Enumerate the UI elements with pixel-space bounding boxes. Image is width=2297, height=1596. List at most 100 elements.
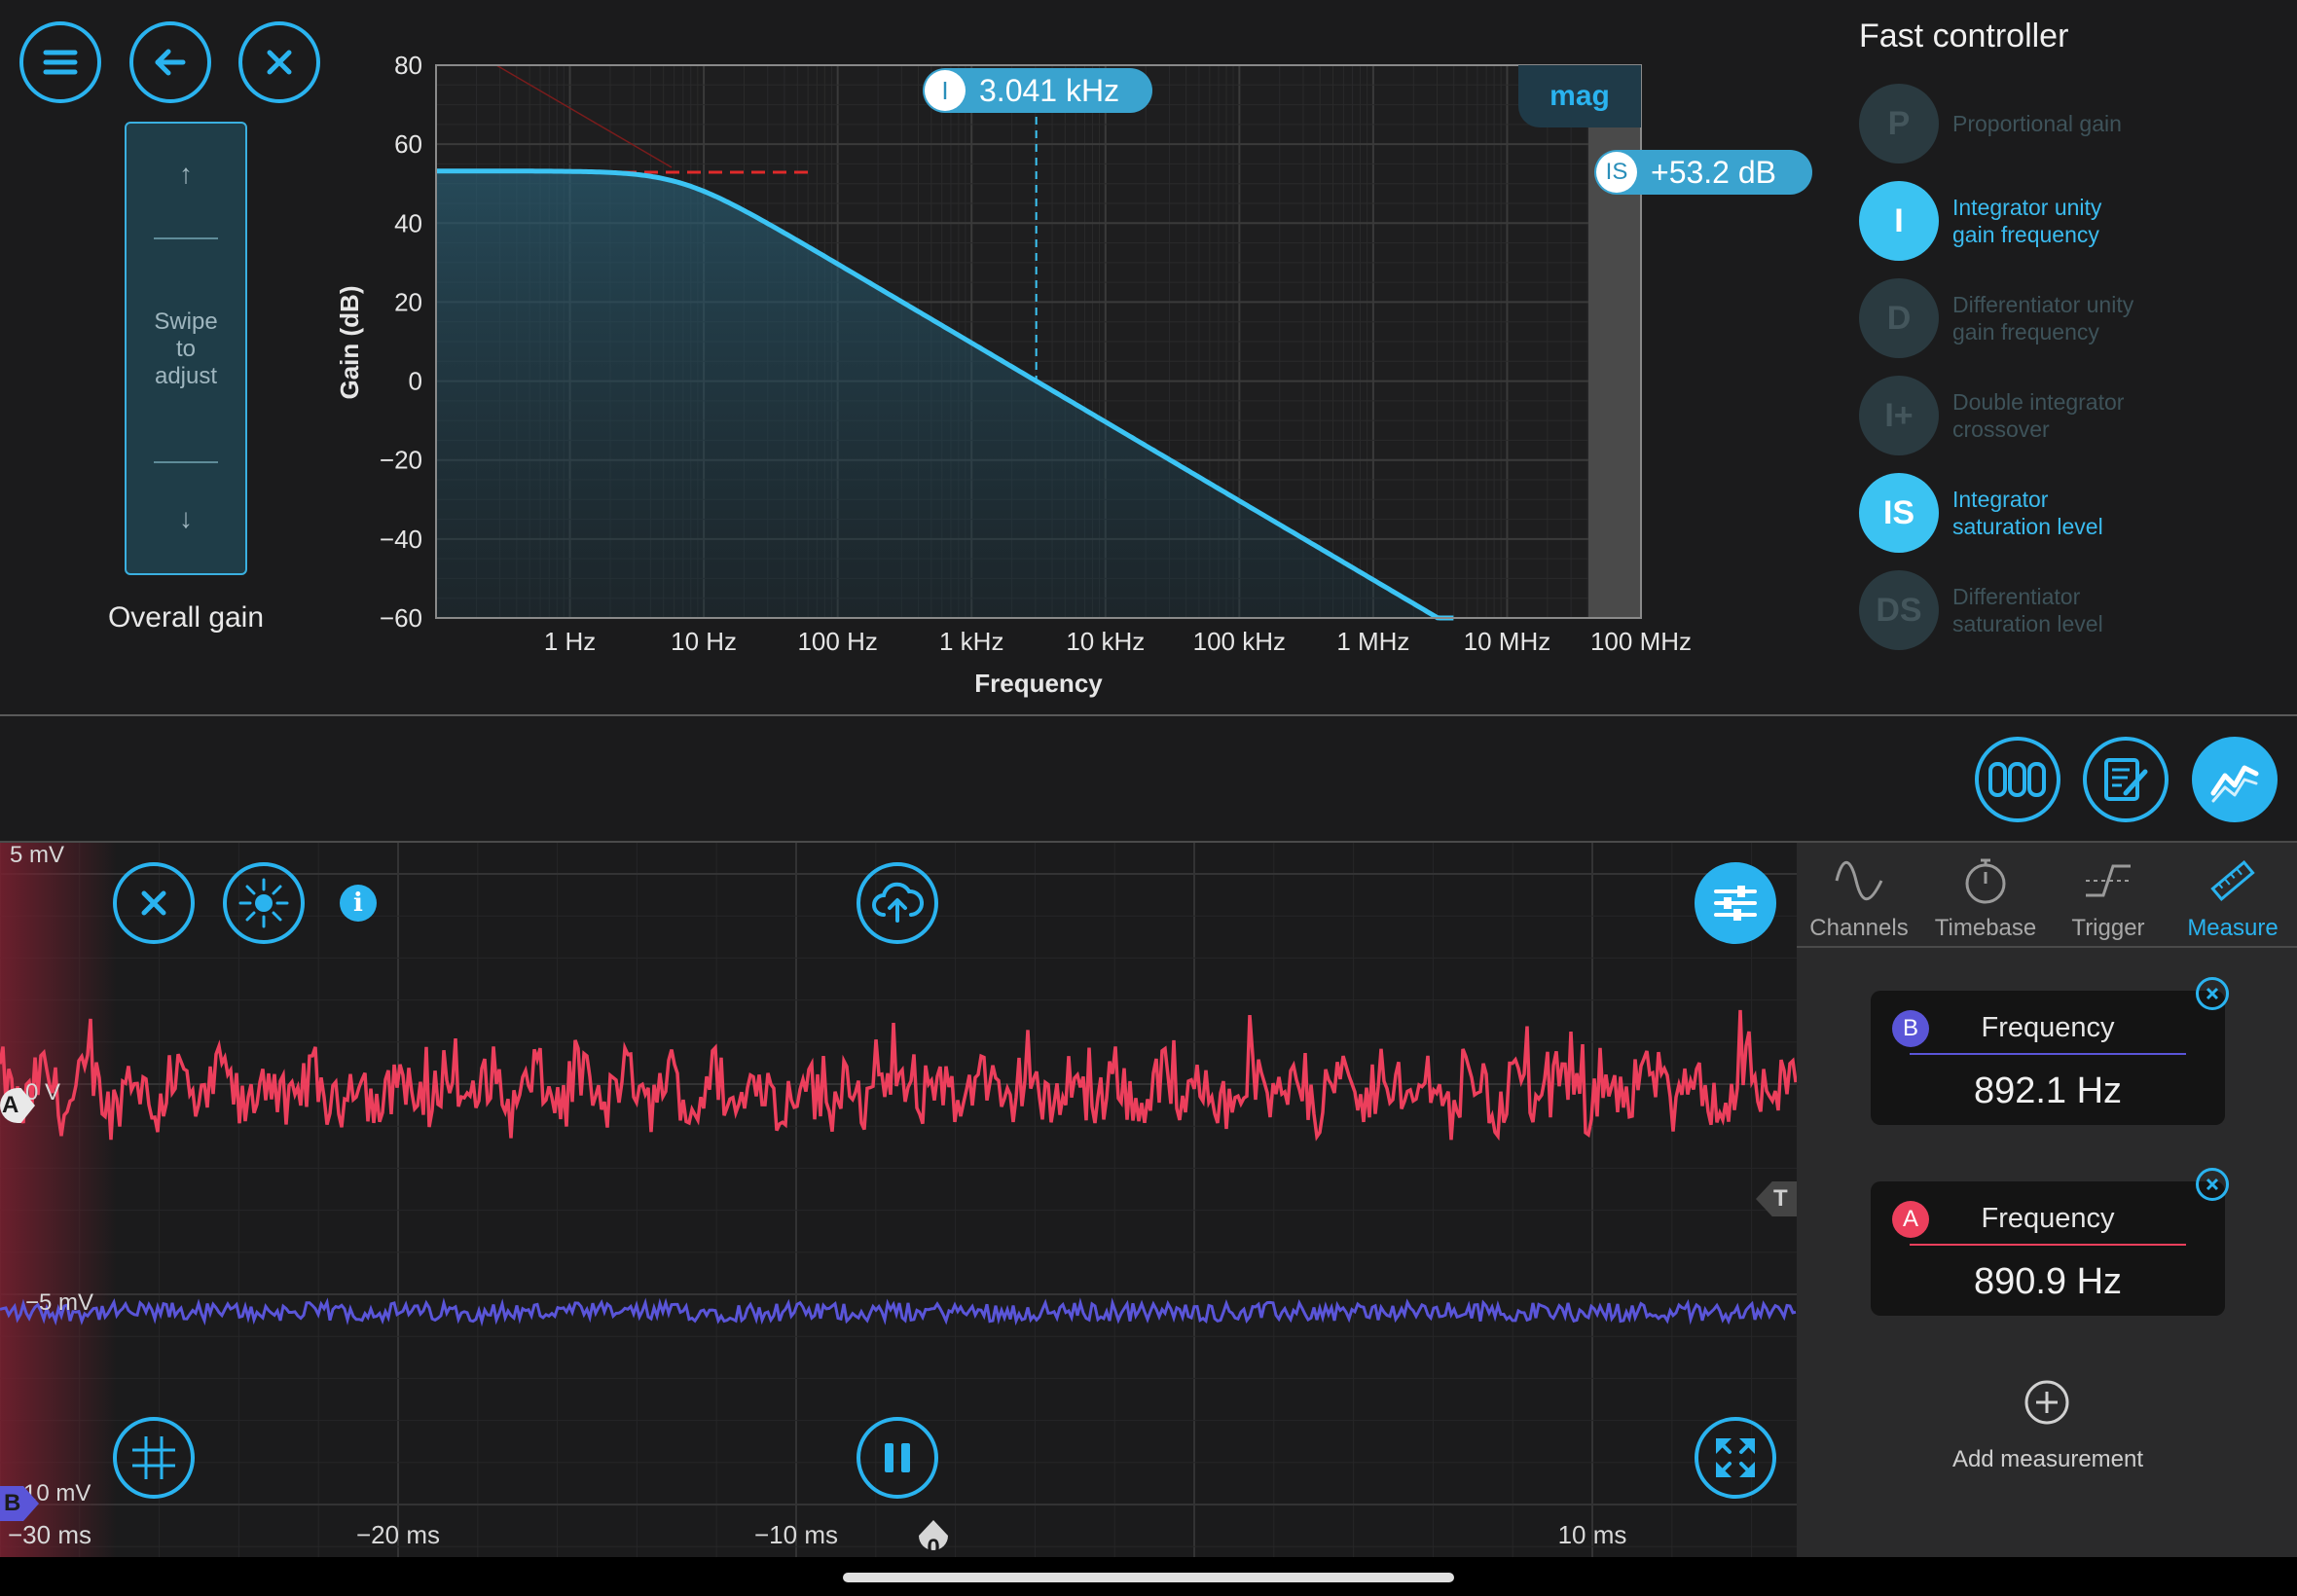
- controller-item-p[interactable]: P Proportional gain: [1859, 84, 2176, 163]
- x-tick-label: −20 ms: [356, 1520, 440, 1549]
- arrow-left-icon: [155, 49, 186, 76]
- x-tick-label: 10 kHz: [1066, 627, 1145, 656]
- measurement-card-b[interactable]: B Frequency 892.1 Hz: [1871, 977, 2229, 1125]
- numeric-display-icon: [1988, 762, 2046, 797]
- sliders-icon: [1714, 886, 1757, 921]
- controller-item-d[interactable]: D Differentiator unity gain frequency: [1859, 278, 2176, 358]
- cloud-upload-icon: [872, 882, 924, 923]
- measurement-card-a[interactable]: A Frequency 890.9 Hz: [1871, 1168, 2229, 1316]
- saturation-level-pill[interactable]: IS +53.2 dB: [1594, 150, 1812, 195]
- controller-badge: I: [1859, 181, 1939, 261]
- close-button[interactable]: [238, 21, 320, 103]
- laser-button[interactable]: [223, 862, 305, 944]
- tab-timebase[interactable]: Timebase: [1923, 847, 2048, 942]
- out-of-range-band: [1588, 65, 1641, 618]
- menu-button[interactable]: [19, 21, 101, 103]
- channel-b-marker[interactable]: B: [0, 1486, 39, 1521]
- measurement-underline: [1910, 1244, 2186, 1246]
- tab-label: Channels: [1809, 915, 1909, 941]
- controller-label: Differentiator saturation level: [1952, 584, 2103, 636]
- controller-item-iplus[interactable]: I+ Double integrator crossover: [1859, 376, 2176, 455]
- controller-label: Double integrator crossover: [1952, 389, 2125, 442]
- home-indicator[interactable]: [843, 1573, 1454, 1582]
- x-tick-label: 100 Hz: [797, 627, 877, 656]
- channel-b-trace: [0, 1297, 1797, 1327]
- sine-wave-icon: [1835, 860, 1883, 901]
- measurement-name: Frequency: [1981, 1203, 2115, 1234]
- expand-button[interactable]: [1695, 1417, 1776, 1499]
- y-tick-label: 0: [409, 367, 422, 396]
- close-icon: [2206, 987, 2219, 1000]
- tab-trigger[interactable]: Trigger: [2046, 847, 2170, 942]
- controller-badge: P: [1859, 84, 1939, 163]
- hamburger-icon: [43, 50, 78, 75]
- pause-icon: [885, 1443, 910, 1472]
- close-icon: [267, 50, 292, 75]
- divider: [154, 237, 218, 239]
- controller-label: Integrator saturation level: [1952, 487, 2103, 539]
- saturation-level-value: +53.2 dB: [1651, 154, 1776, 190]
- bode-fill-area: [436, 170, 1454, 618]
- y-tick-label: 20: [394, 287, 422, 316]
- controller-item-is[interactable]: IS Integrator saturation level: [1859, 473, 2176, 553]
- measurement-name: Frequency: [1981, 1012, 2115, 1043]
- channel-badge: A: [1892, 1201, 1929, 1238]
- edit-notes-icon: [2104, 758, 2148, 801]
- x-tick-label: −30 ms: [8, 1520, 91, 1549]
- y-tick-label: 60: [394, 129, 422, 159]
- divider: [154, 461, 218, 463]
- controller-badge: IS: [1859, 473, 1939, 553]
- trigger-edge-icon: [2086, 864, 2131, 897]
- out-of-range-shade: [0, 843, 117, 1557]
- arrow-down-icon: ↓: [179, 503, 193, 533]
- controller-item-i[interactable]: I Integrator unity gain frequency: [1859, 181, 2176, 261]
- x-tick-label: 10 Hz: [671, 627, 737, 656]
- controller-badge: I+: [1859, 376, 1939, 455]
- cloud-upload-button[interactable]: [857, 862, 938, 944]
- zero-time-marker[interactable]: 0: [915, 1518, 952, 1563]
- remove-measurement-button[interactable]: [2196, 1168, 2229, 1201]
- tab-measure[interactable]: Measure: [2170, 847, 2295, 942]
- controller-label: Differentiator unity gain frequency: [1952, 292, 2134, 345]
- x-tick-label: 10 ms: [1558, 1520, 1627, 1549]
- section-divider: [0, 841, 2297, 843]
- channel-a-trace: [0, 1009, 1797, 1142]
- settings-sliders-button[interactable]: [1695, 862, 1776, 944]
- measurement-underline: [1910, 1053, 2186, 1055]
- y-tick-label: −60: [380, 603, 422, 633]
- remove-measurement-button[interactable]: [2196, 977, 2229, 1010]
- info-icon[interactable]: i: [340, 885, 377, 922]
- close-scope-button[interactable]: [113, 862, 195, 944]
- x-tick-label: 1 Hz: [544, 627, 596, 656]
- tab-label: Trigger: [2071, 915, 2145, 941]
- frequency-cursor-pill[interactable]: I 3.041 kHz: [923, 68, 1152, 113]
- numeric-display-button[interactable]: [1975, 737, 2060, 822]
- x-tick-label: 100 MHz: [1590, 627, 1692, 656]
- y-tick-label: −40: [380, 525, 422, 554]
- chart-line-icon: [2210, 765, 2259, 803]
- controller-item-ds[interactable]: DS Differentiator saturation level: [1859, 570, 2176, 650]
- arrow-up-icon: ↑: [179, 159, 193, 189]
- ruler-icon: [2210, 860, 2255, 901]
- magnitude-mode-button[interactable]: mag: [1518, 65, 1641, 127]
- integrator-asymptote: [495, 64, 673, 168]
- overall-gain-swipe-control[interactable]: ↑ Swipe to adjust ↓: [125, 122, 247, 575]
- cursor-grid-button[interactable]: [113, 1417, 195, 1499]
- scope-axis-labels: 5 mV0 V−5 mV−10 mV−30 ms −20 ms −10 ms 10 m…: [8, 843, 1627, 1549]
- tab-channels[interactable]: Channels: [1797, 847, 1921, 942]
- add-measurement-button[interactable]: [2024, 1380, 2069, 1425]
- y-tick-label: −5 mV: [25, 1289, 93, 1316]
- pause-button[interactable]: [857, 1417, 938, 1499]
- x-tick-label: 10 MHz: [1464, 627, 1551, 656]
- controller-title: Fast controller: [1859, 18, 2069, 54]
- overall-gain-label: Overall gain: [107, 601, 265, 634]
- svg-text:0: 0: [927, 1535, 939, 1561]
- bode-x-axis-label: Frequency: [974, 669, 1103, 698]
- add-measurement-label[interactable]: Add measurement: [1951, 1446, 2144, 1472]
- edit-notes-button[interactable]: [2083, 737, 2169, 822]
- chart-view-button[interactable]: [2192, 737, 2278, 822]
- section-divider: [0, 714, 2297, 716]
- back-button[interactable]: [129, 21, 211, 103]
- tab-divider: [1797, 946, 2297, 948]
